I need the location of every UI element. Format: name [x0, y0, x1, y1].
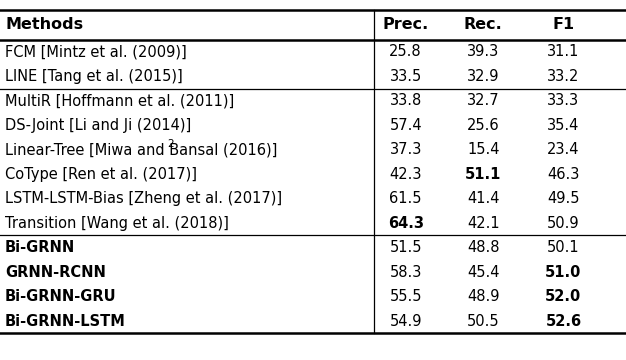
Text: 51.5: 51.5	[389, 240, 422, 255]
Text: Linear-Tree [Miwa and Bansal (2016)]: Linear-Tree [Miwa and Bansal (2016)]	[5, 142, 277, 157]
Text: 50.9: 50.9	[547, 216, 580, 231]
Text: F1: F1	[552, 17, 575, 32]
Text: 42.3: 42.3	[389, 167, 422, 182]
Text: FCM [Mintz et al. (2009)]: FCM [Mintz et al. (2009)]	[5, 44, 187, 59]
Text: 61.5: 61.5	[389, 191, 422, 206]
Text: 25.8: 25.8	[389, 44, 422, 59]
Text: Rec.: Rec.	[464, 17, 503, 32]
Text: 32.9: 32.9	[467, 69, 500, 84]
Text: 33.5: 33.5	[389, 69, 422, 84]
Text: 23.4: 23.4	[547, 142, 580, 157]
Text: 57.4: 57.4	[389, 118, 422, 133]
Text: 33.2: 33.2	[547, 69, 580, 84]
Text: 33.3: 33.3	[547, 93, 580, 108]
Text: 46.3: 46.3	[547, 167, 580, 182]
Text: Bi-GRNN: Bi-GRNN	[5, 240, 75, 255]
Text: 48.8: 48.8	[467, 240, 500, 255]
Text: 51.0: 51.0	[545, 265, 582, 280]
Text: 41.4: 41.4	[467, 191, 500, 206]
Text: MultiR [Hoffmann et al. (2011)]: MultiR [Hoffmann et al. (2011)]	[5, 93, 234, 108]
Text: 15.4: 15.4	[467, 142, 500, 157]
Text: Prec.: Prec.	[382, 17, 429, 32]
Text: Bi-GRNN-LSTM: Bi-GRNN-LSTM	[5, 314, 126, 329]
Text: 35.4: 35.4	[547, 118, 580, 133]
Text: 54.9: 54.9	[389, 314, 422, 329]
Text: 48.9: 48.9	[467, 289, 500, 304]
Text: 39.3: 39.3	[467, 44, 500, 59]
Text: 55.5: 55.5	[389, 289, 422, 304]
Text: 31.1: 31.1	[547, 44, 580, 59]
Text: GRNN-RCNN: GRNN-RCNN	[5, 265, 106, 280]
Text: 32.7: 32.7	[467, 93, 500, 108]
Text: 25.6: 25.6	[467, 118, 500, 133]
Text: 52.6: 52.6	[545, 314, 582, 329]
Text: 51.1: 51.1	[465, 167, 501, 182]
Text: LINE [Tang et al. (2015)]: LINE [Tang et al. (2015)]	[5, 69, 183, 84]
Text: 37.3: 37.3	[389, 142, 422, 157]
Text: 33.8: 33.8	[389, 93, 422, 108]
Text: 58.3: 58.3	[389, 265, 422, 280]
Text: 50.5: 50.5	[467, 314, 500, 329]
Text: CoType [Ren et al. (2017)]: CoType [Ren et al. (2017)]	[5, 167, 197, 182]
Text: DS-Joint [Li and Ji (2014)]: DS-Joint [Li and Ji (2014)]	[5, 118, 192, 133]
Text: 64.3: 64.3	[387, 216, 424, 231]
Text: Methods: Methods	[5, 17, 83, 32]
Text: 45.4: 45.4	[467, 265, 500, 280]
Text: 50.1: 50.1	[547, 240, 580, 255]
Text: 49.5: 49.5	[547, 191, 580, 206]
Text: Transition [Wang et al. (2018)]: Transition [Wang et al. (2018)]	[5, 216, 229, 231]
Text: LSTM-LSTM-Bias [Zheng et al. (2017)]: LSTM-LSTM-Bias [Zheng et al. (2017)]	[5, 191, 282, 206]
Text: 52.0: 52.0	[545, 289, 582, 304]
Text: 2: 2	[167, 139, 174, 149]
Text: Bi-GRNN-GRU: Bi-GRNN-GRU	[5, 289, 116, 304]
Text: 42.1: 42.1	[467, 216, 500, 231]
